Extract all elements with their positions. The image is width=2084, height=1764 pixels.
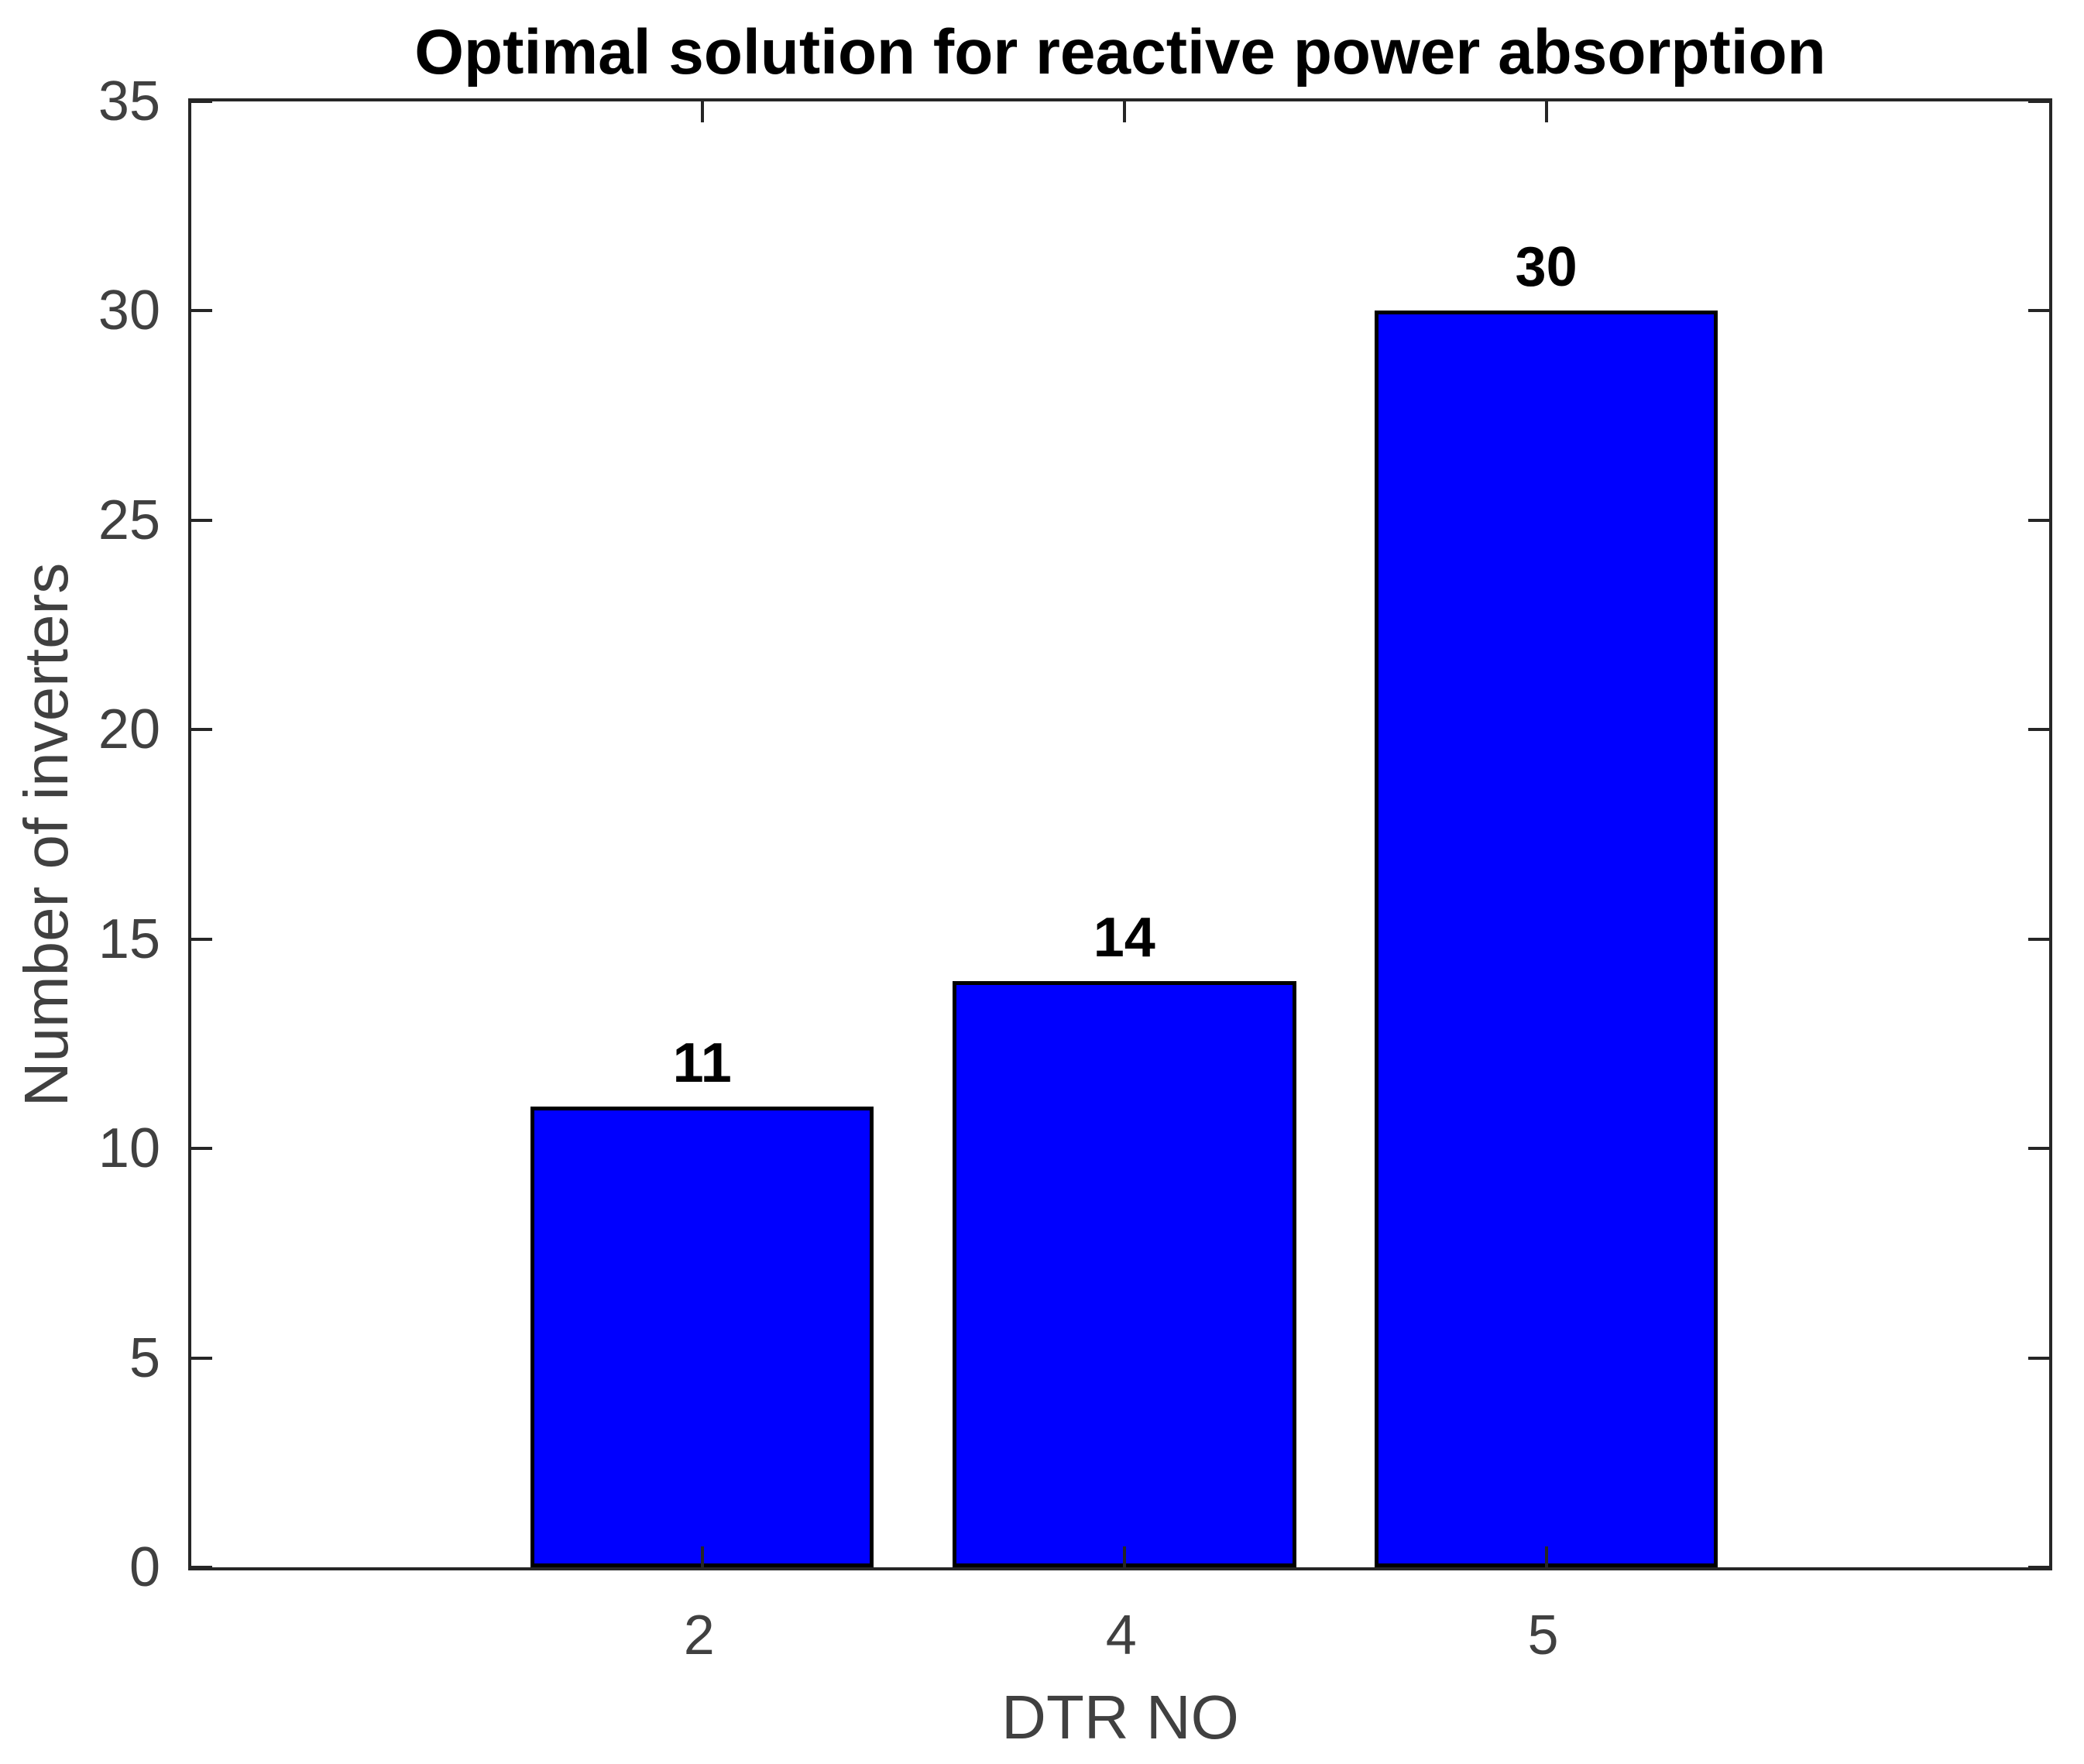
y-tick-mark [2028, 728, 2049, 732]
chart-title: Optimal solution for reactive power abso… [414, 17, 1826, 88]
bar-value-label: 30 [1515, 236, 1578, 299]
x-axis-label: DTR NO [1001, 1683, 1239, 1752]
y-tick-label: 0 [129, 1536, 160, 1598]
y-tick-mark [2028, 1147, 2049, 1151]
y-axis-label: Number of inverters [12, 562, 81, 1107]
plot-area: 11 14 30 [188, 98, 2052, 1570]
x-tick-mark [1122, 101, 1126, 122]
y-tick-mark [191, 937, 212, 941]
x-tick-mark [700, 1546, 704, 1567]
y-tick-label: 35 [98, 70, 160, 132]
y-tick-mark [2028, 309, 2049, 313]
bar-category-2 [530, 1107, 874, 1567]
y-tick-mark [2028, 100, 2049, 103]
y-tick-label: 20 [98, 698, 160, 761]
x-tick-mark [700, 101, 704, 122]
y-tick-mark [191, 518, 212, 522]
y-tick-mark [191, 1356, 212, 1360]
y-tick-mark [191, 309, 212, 313]
y-tick-mark [2028, 1566, 2049, 1569]
x-tick-mark [1122, 1546, 1126, 1567]
y-tick-label: 10 [98, 1117, 160, 1180]
y-tick-mark [2028, 518, 2049, 522]
x-tick-label: 4 [1105, 1604, 1137, 1666]
bar-value-label: 14 [1093, 906, 1155, 969]
x-tick-label: 5 [1527, 1604, 1559, 1666]
y-tick-mark [191, 1566, 212, 1569]
y-tick-mark [191, 728, 212, 732]
y-tick-label: 30 [98, 280, 160, 342]
bar-category-4 [952, 980, 1296, 1567]
x-tick-mark [1544, 1546, 1548, 1567]
y-tick-label: 5 [129, 1326, 160, 1389]
y-tick-label: 25 [98, 489, 160, 551]
y-tick-mark [191, 100, 212, 103]
bar-value-label: 11 [672, 1032, 732, 1095]
y-tick-mark [191, 1147, 212, 1151]
x-tick-label: 2 [683, 1604, 715, 1666]
y-tick-mark [2028, 937, 2049, 941]
bar-category-5 [1374, 311, 1718, 1567]
y-tick-label: 15 [98, 908, 160, 970]
y-tick-mark [2028, 1356, 2049, 1360]
x-tick-mark [1544, 101, 1548, 122]
